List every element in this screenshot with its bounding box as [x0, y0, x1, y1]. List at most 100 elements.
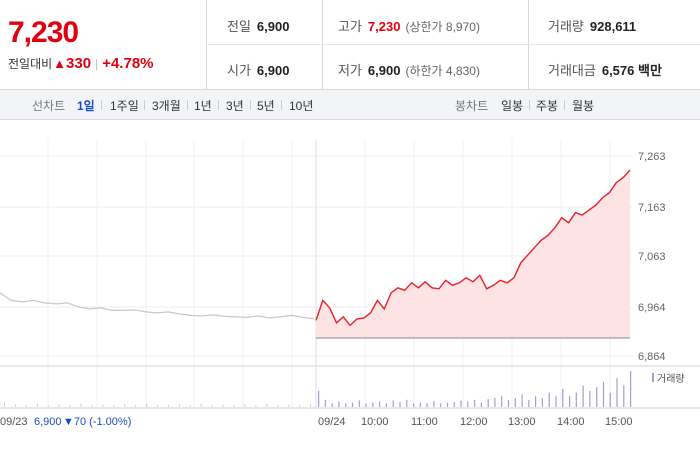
volume-bar	[365, 403, 367, 407]
price-panel: 7,230 전일대비▲330 | +4.78%	[0, 0, 207, 89]
volume-bar	[582, 385, 584, 407]
volume-bar	[419, 402, 421, 407]
volume-bar	[528, 399, 530, 407]
tab-1w[interactable]: 1주일	[110, 99, 139, 113]
tab-1d[interactable]: 1일	[77, 99, 95, 113]
volume-bar	[345, 403, 347, 407]
legend-swatch	[652, 373, 654, 382]
tab-5y[interactable]: 5년	[257, 99, 275, 113]
volume-bar	[480, 402, 482, 407]
divider	[206, 44, 700, 45]
volume-bar	[211, 405, 213, 407]
y-tick-label: 7,163	[638, 202, 666, 214]
volume-bar	[200, 403, 202, 407]
stat-volume: 거래량 928,611	[548, 19, 637, 34]
tab-3m[interactable]: 3개월	[152, 99, 181, 113]
x-tick-label: 14:00	[557, 416, 585, 428]
volume-bar	[555, 396, 557, 407]
prev-day-summary: 09/23 6,900 ▼70 (-1.00%)	[0, 416, 131, 428]
divider	[281, 100, 282, 110]
change-row: 전일대비▲330 | +4.78%	[8, 55, 154, 72]
quote-header: 7,230 전일대비▲330 | +4.78% 전일 6,900 고가 7,230 (상한…	[0, 0, 700, 90]
volume-bar	[602, 381, 605, 407]
x-axis-labels: 09/24 10:00 11:00 12:00 13:00 14:00 15:0…	[318, 416, 633, 428]
x-tick-label: 10:00	[361, 416, 389, 428]
volume-bar	[446, 402, 449, 407]
volume-bar	[58, 404, 60, 407]
volume-bar	[609, 392, 611, 407]
volume-bar	[351, 402, 354, 407]
tab-10y[interactable]: 10년	[289, 99, 314, 113]
prev-day-series	[0, 292, 315, 320]
volume-bar	[299, 405, 301, 407]
chart-tabs-bar: 선차트 1일 1주일 3개월 1년 3년 5년 10년 봉차트 일봉 주봉 월봉	[0, 90, 700, 120]
volume-bar	[467, 401, 469, 407]
change-value: 330	[66, 55, 92, 72]
volume-bar	[277, 405, 279, 407]
volume-bar	[494, 398, 496, 407]
volume-bar	[47, 405, 49, 407]
volume-bar	[288, 404, 290, 407]
prev-day-change: ▼70 (-1.00%)	[63, 416, 131, 428]
volume-bar	[358, 400, 360, 407]
x-tick-label: 13:00	[508, 416, 536, 428]
volume-bar	[189, 405, 191, 407]
y-tick-label: 6,964	[638, 302, 666, 314]
volume-bar	[146, 403, 148, 407]
volume-bar	[25, 405, 27, 407]
divider	[144, 100, 145, 110]
volume-bar	[4, 401, 5, 407]
volume-bar	[69, 405, 71, 407]
volume-bar	[233, 405, 235, 407]
volume-legend: 거래량	[652, 373, 685, 385]
volume-bar	[244, 404, 246, 407]
y-tick-label: 7,263	[638, 151, 666, 163]
volume-bar	[514, 398, 516, 407]
stat-prev-close: 전일 6,900	[227, 19, 290, 34]
today-series	[315, 169, 631, 327]
volume-bar	[222, 404, 224, 407]
volume-bar	[575, 392, 577, 407]
volume-bar	[630, 371, 632, 407]
tab-daily[interactable]: 일봉	[501, 99, 524, 113]
volume-bar	[501, 396, 503, 407]
x-tick-label: 09/24	[318, 416, 346, 428]
tab-1y[interactable]: 1년	[194, 99, 212, 113]
volume-bar	[541, 398, 543, 407]
volume-bar	[36, 403, 38, 407]
volume-bar	[102, 404, 104, 407]
prev-day-date: 09/23	[0, 416, 28, 428]
tab-3y[interactable]: 3년	[226, 99, 244, 113]
line-chart-label: 선차트	[32, 99, 66, 113]
volume-bar	[453, 402, 455, 407]
volume-bar	[80, 403, 82, 407]
up-arrow-icon: ▲	[53, 56, 67, 71]
today-area	[315, 169, 631, 339]
divider	[101, 100, 102, 110]
volume-bar	[623, 385, 625, 407]
y-axis-labels: 7,263 7,163 7,063 6,964 6,864	[638, 151, 666, 363]
stat-trade-amount: 거래대금 6,576 백만	[548, 63, 662, 78]
volume-bar	[255, 405, 257, 407]
price-chart[interactable]: 7,263 7,163 7,063 6,964 6,864 거래량 09/24 …	[0, 120, 700, 450]
volume-bar	[14, 404, 16, 407]
price-chart-svg: 7,263 7,163 7,063 6,964 6,864 거래량 09/24 …	[0, 140, 700, 428]
tab-weekly[interactable]: 주봉	[536, 99, 559, 113]
volume-bar	[167, 404, 169, 407]
change-label: 전일대비	[8, 57, 53, 71]
prev-day-line	[0, 292, 315, 320]
divider	[218, 100, 219, 110]
x-tick-label: 11:00	[411, 416, 438, 428]
volume-bar	[589, 390, 591, 407]
tab-monthly[interactable]: 월봉	[572, 99, 595, 113]
volume-bar	[324, 399, 326, 407]
volume-bar	[507, 399, 510, 407]
volume-bar	[310, 404, 311, 407]
divider	[529, 100, 530, 110]
x-tick-label: 15:00	[605, 416, 633, 428]
volume-bar	[426, 403, 428, 407]
legend-label: 거래량	[657, 373, 685, 385]
divider	[187, 100, 188, 110]
volume-bar	[548, 392, 550, 407]
change-percent: +4.78%	[102, 55, 154, 72]
